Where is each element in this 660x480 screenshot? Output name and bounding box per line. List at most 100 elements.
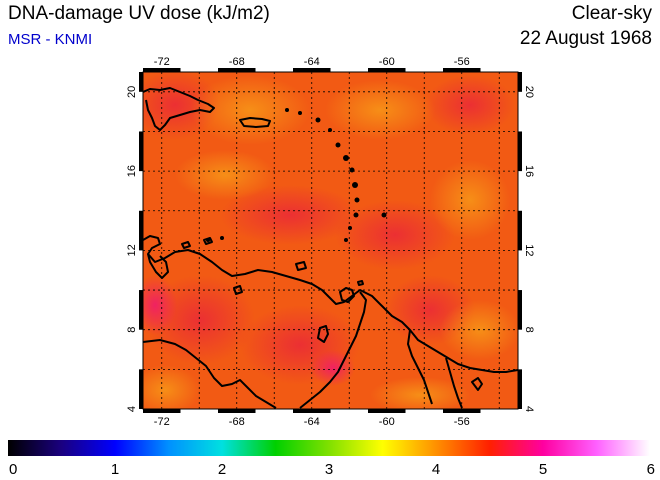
lat-tick-label: 12 bbox=[523, 244, 535, 256]
colorbar-tick-label: 5 bbox=[539, 461, 547, 478]
lon-tick-label: -56 bbox=[454, 416, 470, 428]
dose-low-patch bbox=[325, 80, 435, 140]
coast-venezuela bbox=[143, 235, 518, 373]
lat-tick-label: 4 bbox=[126, 406, 138, 412]
island bbox=[328, 128, 332, 132]
lon-tick-label: -60 bbox=[379, 416, 395, 428]
frame-bar bbox=[143, 68, 181, 72]
coast-margarita bbox=[295, 261, 307, 271]
frame-bar bbox=[518, 290, 522, 330]
island bbox=[206, 238, 210, 242]
island bbox=[343, 155, 349, 161]
island bbox=[348, 226, 352, 230]
frame-bar bbox=[518, 369, 522, 409]
frame-bar bbox=[139, 369, 143, 409]
frame-bar bbox=[518, 72, 522, 92]
frame-bar bbox=[139, 72, 143, 92]
dose-low-patch bbox=[190, 75, 310, 145]
island bbox=[352, 182, 358, 188]
frame-bar bbox=[218, 68, 256, 72]
coast-orinoco bbox=[317, 325, 329, 343]
lat-tick-label: 12 bbox=[126, 244, 138, 256]
island bbox=[354, 197, 360, 203]
colorbar-tick-label: 2 bbox=[218, 461, 226, 478]
lon-labels-top: -72 -68 -64 -60 -56 bbox=[154, 56, 470, 68]
dose-pink-patch bbox=[311, 350, 355, 386]
source-label: MSR - KNMI bbox=[8, 31, 93, 48]
island bbox=[344, 238, 348, 242]
border-venezuela-colombia bbox=[143, 339, 277, 409]
frame-bar bbox=[443, 409, 481, 413]
island bbox=[285, 108, 289, 112]
graticule bbox=[143, 72, 518, 410]
lat-labels-right: 4 8 12 16 20 bbox=[523, 86, 535, 412]
island bbox=[353, 212, 359, 218]
frame-bar bbox=[218, 409, 256, 413]
island bbox=[315, 117, 321, 123]
lon-tick-label: -72 bbox=[154, 416, 170, 428]
lat-tick-label: 4 bbox=[523, 406, 535, 412]
island bbox=[220, 236, 224, 240]
lat-tick-label: 8 bbox=[523, 327, 535, 333]
lon-tick-label: -56 bbox=[454, 56, 470, 68]
lon-tick-label: -72 bbox=[154, 56, 170, 68]
lon-tick-label: -68 bbox=[229, 416, 245, 428]
lon-tick-label: -64 bbox=[304, 56, 320, 68]
frame-bar bbox=[139, 210, 143, 251]
island bbox=[335, 142, 341, 148]
dose-high-patch bbox=[425, 75, 515, 135]
dose-low-patch bbox=[430, 160, 510, 240]
lon-tick-label: -64 bbox=[304, 416, 320, 428]
frame-bar bbox=[518, 210, 522, 251]
dose-low-patch bbox=[370, 377, 470, 409]
colorbar-tick-label: 6 bbox=[647, 461, 655, 478]
coast-lake-valencia bbox=[233, 285, 243, 295]
colorbar-tick-label: 0 bbox=[9, 461, 17, 478]
colorbar-labels: 0 1 2 3 4 5 6 bbox=[9, 461, 655, 478]
map-title: DNA-damage UV dose (kJ/m2) bbox=[8, 3, 270, 24]
frame-bar bbox=[139, 131, 143, 172]
lon-tick-label: -68 bbox=[229, 56, 245, 68]
border-guyana-suriname bbox=[407, 329, 433, 405]
lat-labels-left: 4 8 12 16 20 bbox=[126, 86, 138, 412]
colorbar: 0 1 2 3 4 5 6 bbox=[8, 440, 655, 478]
frame-bar bbox=[293, 409, 331, 413]
frame-bar bbox=[368, 409, 406, 413]
frame-bar bbox=[368, 68, 406, 72]
coast-hispaniola bbox=[143, 87, 215, 131]
coast-tobago bbox=[357, 280, 364, 286]
coast-trinidad bbox=[339, 287, 355, 303]
lat-tick-label: 20 bbox=[126, 86, 138, 98]
lon-labels-bottom: -72 -68 -64 -60 -56 bbox=[154, 416, 470, 428]
lat-tick-label: 16 bbox=[523, 165, 535, 177]
frame-bar bbox=[443, 68, 481, 72]
coast-french-guiana-lake bbox=[471, 377, 483, 391]
lon-tick-label: -60 bbox=[379, 56, 395, 68]
colorbar-tick-label: 3 bbox=[325, 461, 333, 478]
colorbar-tick-label: 4 bbox=[432, 461, 440, 478]
frame-bar bbox=[518, 131, 522, 172]
lat-tick-label: 20 bbox=[523, 86, 535, 98]
date-label: 22 August 1968 bbox=[519, 28, 652, 49]
island bbox=[349, 167, 355, 173]
lat-tick-label: 8 bbox=[126, 327, 138, 333]
colorbar-tick-label: 1 bbox=[111, 461, 119, 478]
frame-bar bbox=[293, 68, 331, 72]
dose-low-patch bbox=[143, 365, 200, 409]
dose-high-patch bbox=[335, 200, 455, 270]
colorbar-gradient bbox=[8, 440, 650, 456]
frame-bar bbox=[139, 290, 143, 330]
lat-tick-label: 16 bbox=[126, 165, 138, 177]
coastlines bbox=[143, 87, 518, 409]
dose-field bbox=[143, 72, 518, 409]
frame-tick-bars bbox=[139, 68, 522, 413]
coast-puerto-rico bbox=[239, 117, 271, 128]
map-frame bbox=[139, 68, 522, 413]
island bbox=[381, 212, 387, 218]
dose-low-patch bbox=[175, 150, 275, 200]
dose-high-patch bbox=[220, 185, 360, 245]
border-suriname-guiana bbox=[445, 357, 463, 409]
border-venezuela-guyana bbox=[299, 291, 367, 409]
